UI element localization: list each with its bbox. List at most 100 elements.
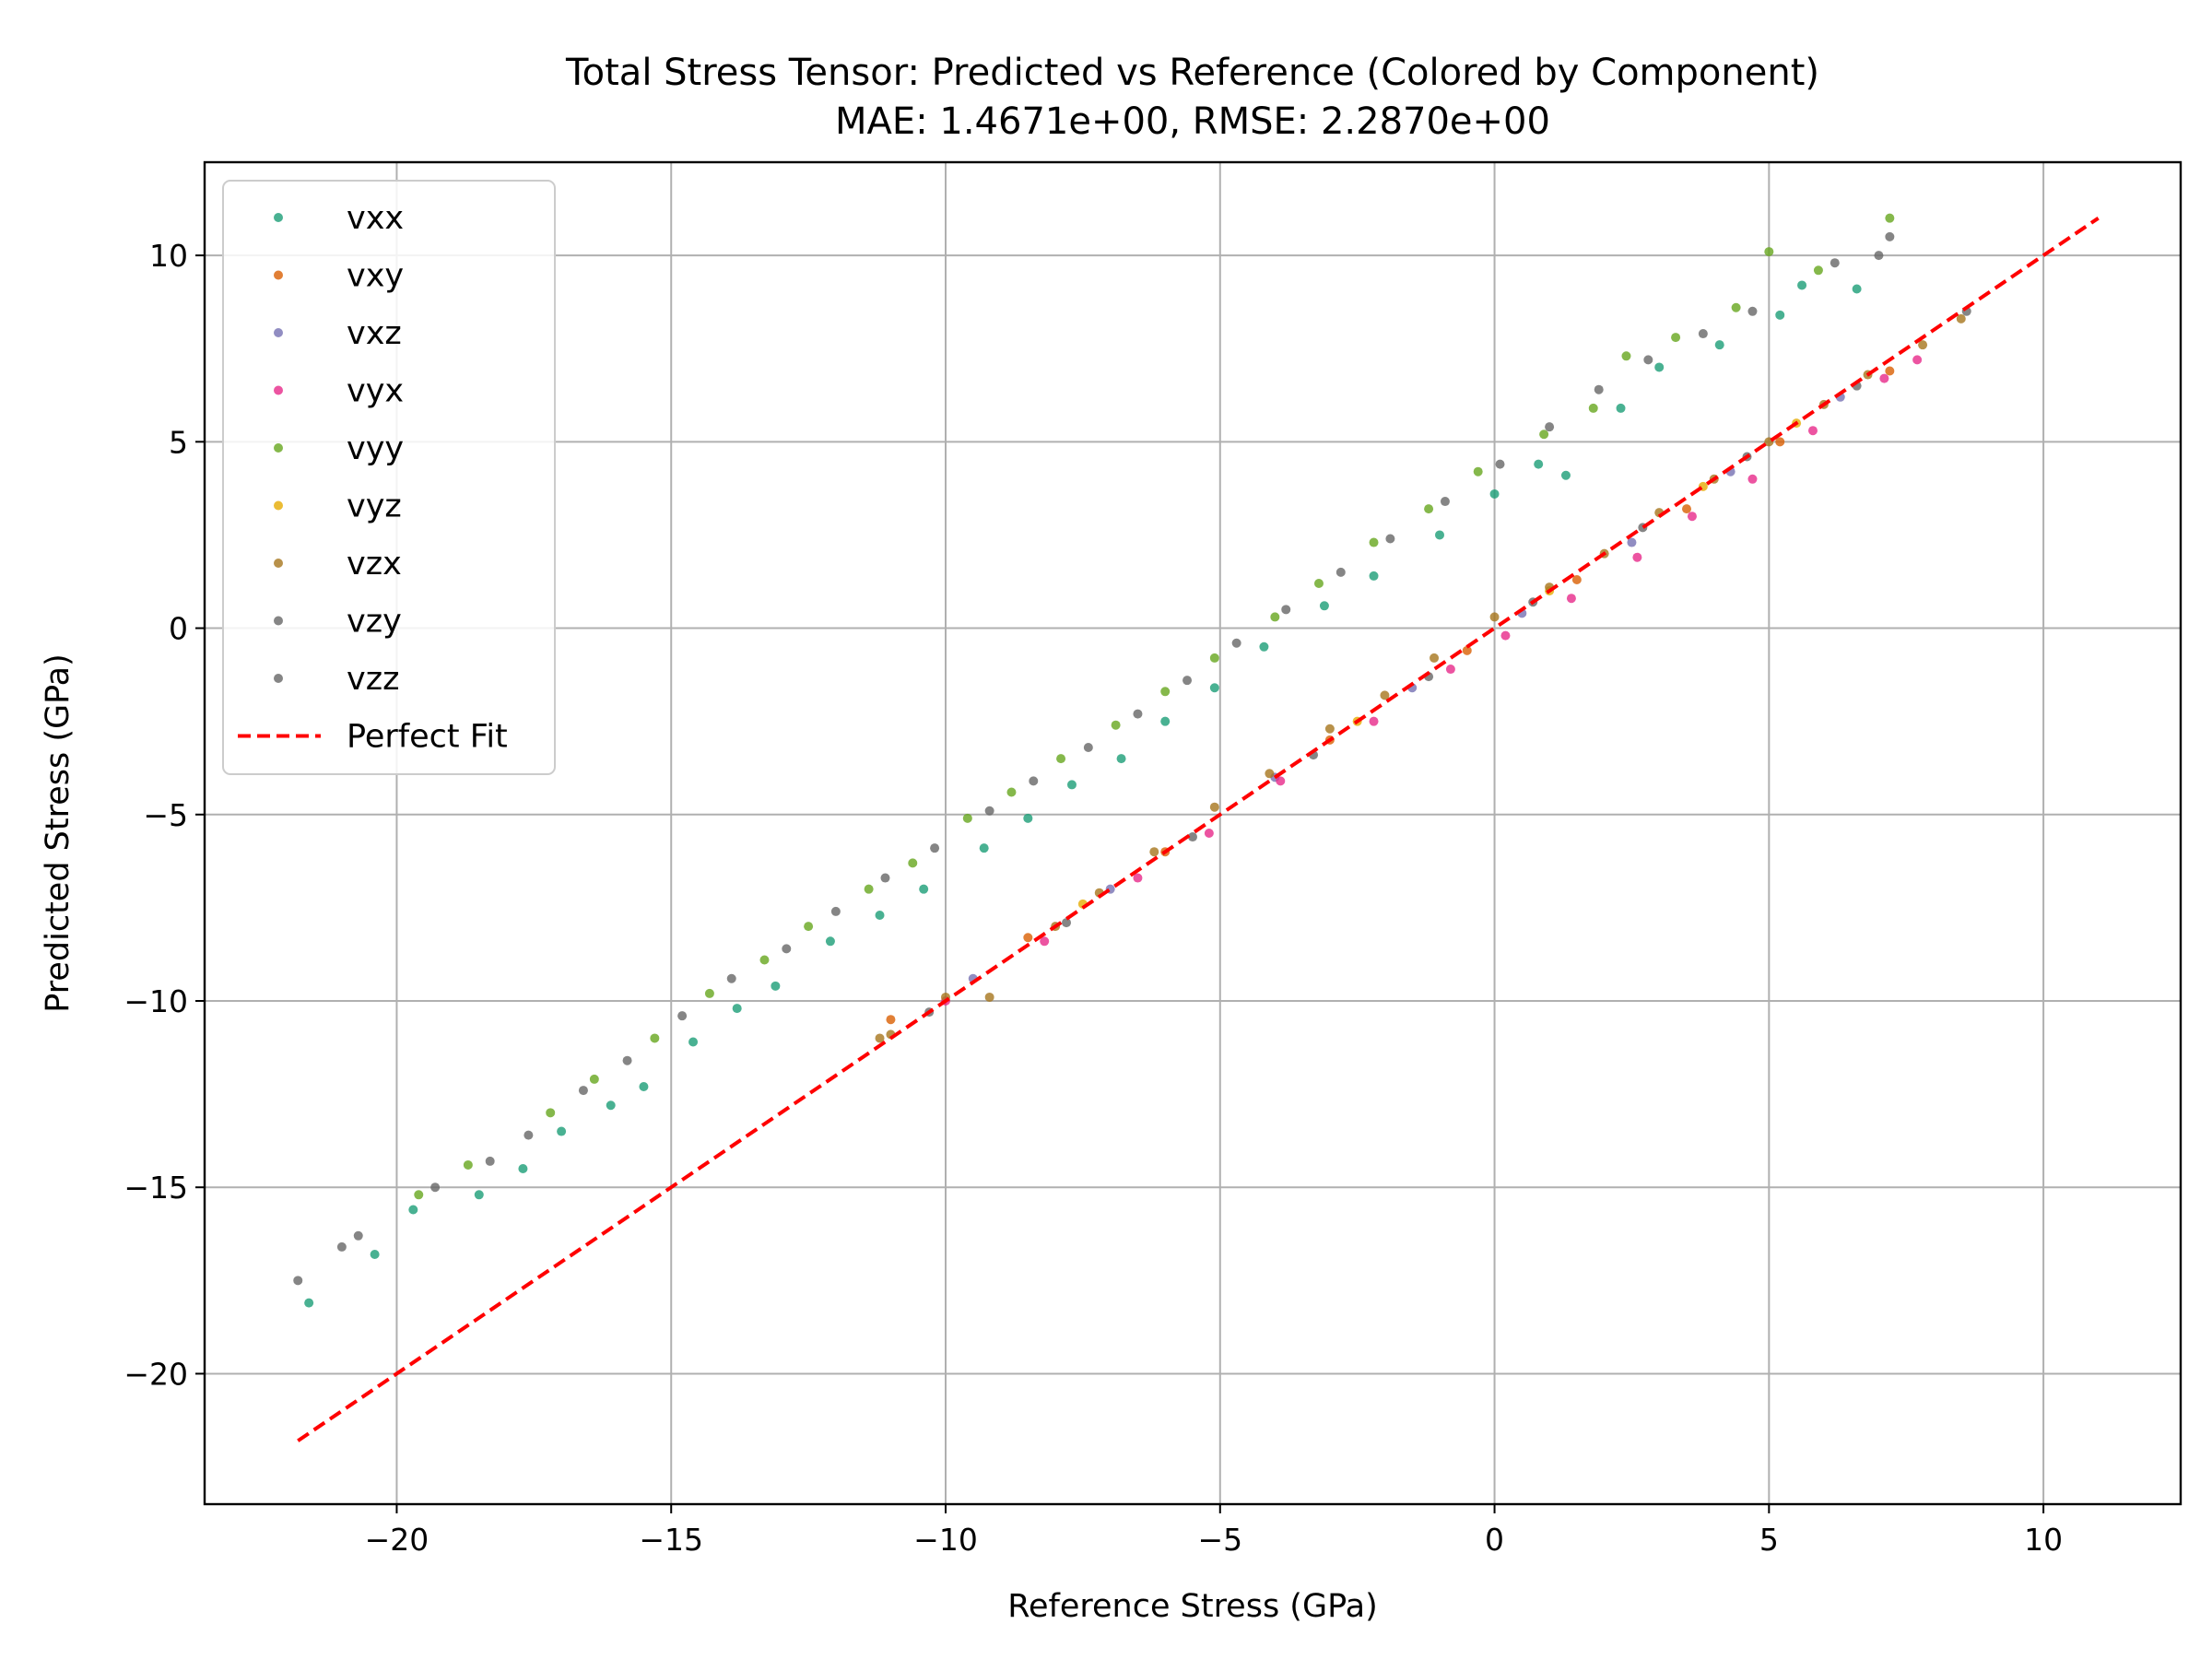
data-point-vyy [1424, 504, 1434, 514]
data-point-vyy [1111, 720, 1121, 730]
data-point-vxx [875, 910, 885, 920]
data-point-vzz [1182, 676, 1193, 686]
data-point-vxx [1435, 530, 1444, 540]
y-tick-label: −20 [124, 1356, 188, 1392]
data-point-vyx [1687, 512, 1697, 522]
data-point-vxx [688, 1037, 699, 1047]
x-axis-ticks: −20 −15 −10 −5 0 5 10 [365, 1504, 2063, 1558]
legend-marker-vyz [274, 500, 283, 511]
legend-label: vzx [347, 546, 402, 582]
y-axis-ticks: −20 −15 −10 −5 0 5 10 [124, 238, 205, 1392]
data-point-vyy [589, 1074, 599, 1084]
data-point-vxx [1369, 571, 1379, 581]
data-point-vzy [1062, 918, 1072, 928]
data-point-vzx [1956, 313, 1966, 324]
data-point-vzz [485, 1156, 495, 1166]
data-point-vxx [919, 884, 929, 894]
legend-marker-vzz [274, 674, 283, 683]
data-point-vzx [1324, 724, 1335, 734]
x-tick-label: −5 [1197, 1522, 1242, 1558]
x-tick-label: −10 [913, 1522, 978, 1558]
data-point-vyx [1445, 665, 1455, 675]
data-point-vyx [1632, 552, 1642, 562]
data-point-vzz [524, 1130, 534, 1140]
y-tick-label: −5 [143, 797, 188, 833]
data-point-vzx [1489, 612, 1500, 622]
legend-marker-vxz [274, 328, 283, 337]
data-point-vxx [557, 1126, 567, 1136]
data-point-vzz [1874, 251, 1884, 261]
data-point-vyx [1879, 373, 1889, 383]
data-point-vzz [1698, 329, 1708, 339]
data-point-vxx [1259, 641, 1269, 652]
data-point-vzz [1385, 534, 1395, 544]
legend-marker-vzx [274, 559, 283, 568]
data-point-vxx [606, 1100, 616, 1111]
data-point-vxx [518, 1164, 528, 1173]
data-point-vyy [1209, 653, 1219, 663]
x-axis-label: Reference Stress (GPa) [1007, 1588, 1377, 1625]
data-point-vxx [370, 1250, 380, 1260]
data-point-vxx [1209, 683, 1219, 693]
data-point-vyy [1270, 612, 1280, 622]
data-point-vyy [1369, 537, 1379, 547]
data-point-vxy [1682, 504, 1691, 514]
data-point-vyx [1500, 630, 1511, 641]
data-points [293, 213, 1971, 1308]
data-point-vzz [782, 944, 792, 954]
data-point-vzz [1747, 306, 1758, 316]
data-point-vyx [1204, 829, 1214, 838]
data-point-vzz [293, 1276, 303, 1286]
data-point-vxy [1023, 933, 1033, 943]
data-point-vyy [1006, 787, 1017, 797]
data-point-vyy [1731, 302, 1741, 312]
data-point-vyy [908, 858, 918, 868]
data-point-vxx [732, 1004, 742, 1014]
plot-frame [203, 160, 2183, 1506]
data-point-vzz [622, 1055, 632, 1065]
x-tick-label: 10 [2024, 1522, 2063, 1558]
data-point-vzz [1083, 742, 1093, 752]
data-point-vyx [1369, 716, 1379, 726]
data-point-vzz [677, 1011, 688, 1021]
data-point-vyy [650, 1033, 660, 1043]
data-point-vzz [880, 873, 890, 883]
data-point-vxx [474, 1190, 484, 1200]
data-point-vzx [875, 1033, 885, 1043]
data-point-vzz [984, 806, 994, 816]
data-point-vzz [1281, 605, 1291, 615]
x-tick-label: 5 [1759, 1522, 1779, 1558]
x-tick-label: −20 [365, 1522, 429, 1558]
data-point-vzz [1133, 709, 1143, 719]
data-point-vzz [1545, 422, 1555, 432]
data-point-vyy [1313, 579, 1324, 589]
data-point-vxx [1116, 754, 1126, 764]
legend-label: vxx [347, 200, 404, 237]
data-point-vyx [1133, 873, 1143, 883]
data-point-vzz [1830, 258, 1840, 268]
data-point-vzz [1231, 638, 1241, 648]
legend-label: vxy [347, 258, 404, 295]
data-point-vxx [304, 1298, 314, 1308]
data-point-vyy [1813, 265, 1823, 276]
data-point-vyy [1056, 754, 1066, 764]
data-point-vzx [1430, 653, 1440, 663]
data-point-vyx [1276, 776, 1286, 786]
data-point-vzz [1594, 384, 1604, 394]
y-axis-label: Predicted Stress (GPa) [40, 653, 76, 1013]
data-point-vzz [1495, 459, 1505, 469]
data-point-vyy [1671, 333, 1681, 343]
data-point-vzz [430, 1182, 441, 1193]
data-point-vzz [353, 1230, 363, 1241]
data-point-vyy [414, 1190, 424, 1200]
y-tick-label: 5 [169, 424, 188, 460]
data-point-vyx [1807, 426, 1818, 436]
data-point-vxx [1066, 780, 1077, 790]
data-point-vyy [759, 955, 770, 965]
y-tick-label: 0 [169, 611, 188, 647]
legend-label: vzz [347, 661, 399, 698]
legend-marker-vyy [274, 443, 283, 453]
data-point-vzz [726, 973, 736, 983]
data-point-vyy [463, 1159, 473, 1170]
perfect-fit-line-path [297, 217, 2100, 1442]
